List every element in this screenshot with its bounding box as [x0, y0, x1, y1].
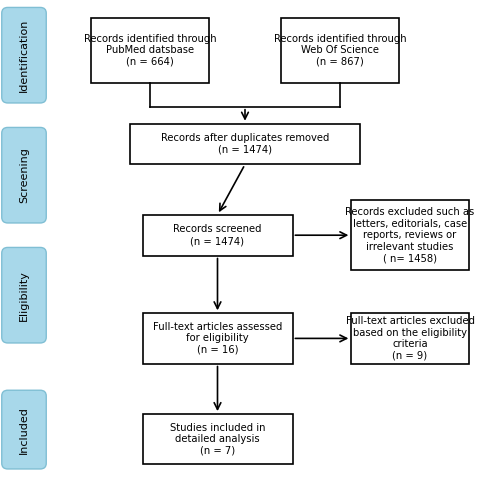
FancyBboxPatch shape — [2, 390, 46, 469]
FancyBboxPatch shape — [2, 248, 46, 343]
Text: Records screened
(n = 1474): Records screened (n = 1474) — [174, 224, 262, 246]
FancyBboxPatch shape — [281, 18, 399, 83]
Text: Screening: Screening — [19, 147, 29, 203]
Text: Included: Included — [19, 406, 29, 454]
FancyBboxPatch shape — [142, 313, 292, 364]
Text: Records identified through
PubMed datsbase
(n = 664): Records identified through PubMed datsba… — [84, 34, 216, 67]
FancyBboxPatch shape — [91, 18, 209, 83]
Text: Records after duplicates removed
(n = 1474): Records after duplicates removed (n = 14… — [161, 133, 329, 155]
FancyBboxPatch shape — [2, 128, 46, 223]
FancyBboxPatch shape — [142, 215, 292, 255]
Text: Eligibility: Eligibility — [19, 270, 29, 321]
FancyBboxPatch shape — [142, 414, 292, 465]
Text: Full-text articles assessed
for eligibility
(n = 16): Full-text articles assessed for eligibil… — [153, 322, 282, 355]
Text: Identification: Identification — [19, 19, 29, 92]
FancyBboxPatch shape — [351, 201, 469, 270]
Text: Full-text articles excluded
based on the eligibility
criteria
(n = 9): Full-text articles excluded based on the… — [346, 316, 474, 361]
FancyBboxPatch shape — [351, 313, 469, 364]
Text: Records excluded such as
letters, editorials, case
reports, reviews or
irrelevan: Records excluded such as letters, editor… — [346, 207, 474, 264]
Text: Records identified through
Web Of Science
(n = 867): Records identified through Web Of Scienc… — [274, 34, 406, 67]
Text: Studies included in
detailed analysis
(n = 7): Studies included in detailed analysis (n… — [170, 422, 265, 456]
FancyBboxPatch shape — [2, 8, 46, 103]
FancyBboxPatch shape — [130, 124, 360, 164]
